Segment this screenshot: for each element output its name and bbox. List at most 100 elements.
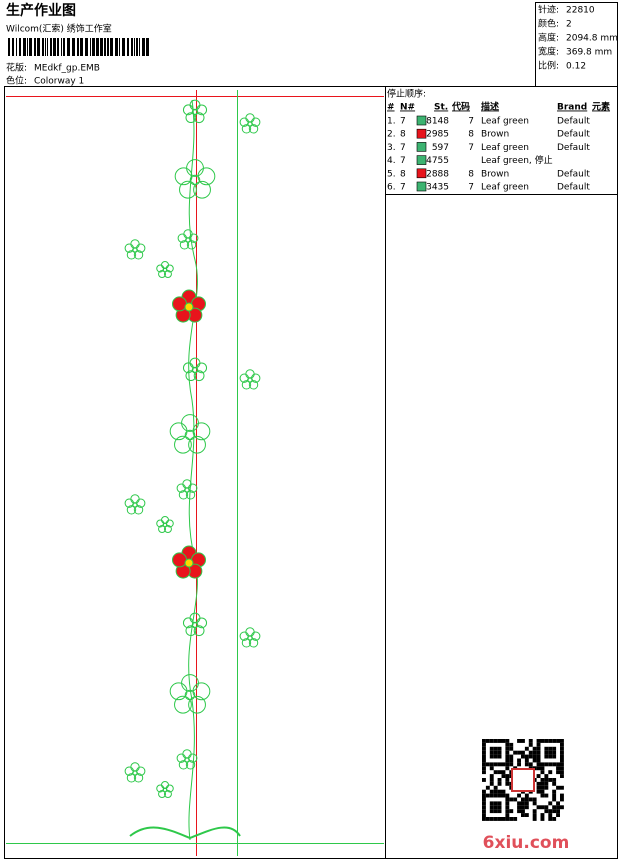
- qr-module: [540, 813, 545, 817]
- qr-module: [536, 781, 541, 786]
- qr-code: [482, 739, 564, 821]
- qr-module: [493, 770, 498, 775]
- petal: [185, 760, 196, 770]
- qr-module: [532, 754, 537, 759]
- color-swatch: [416, 115, 427, 126]
- qr-module: [552, 793, 557, 798]
- petal: [158, 270, 167, 279]
- bar: [92, 38, 95, 56]
- qr-module: [540, 817, 545, 821]
- qr-module: [540, 739, 545, 743]
- center: [162, 787, 168, 793]
- qr-module: [509, 797, 514, 802]
- bar: [134, 38, 135, 56]
- row-stitches: 2888: [426, 169, 449, 179]
- qr-module: [524, 797, 529, 802]
- qr-module: [544, 746, 549, 751]
- title: 生产作业图: [6, 2, 76, 19]
- qr-module: [544, 809, 549, 814]
- qr-module: [509, 817, 514, 821]
- bar: [136, 38, 138, 56]
- qr-module: [489, 793, 494, 798]
- qr-module: [556, 785, 560, 790]
- qr-module: [552, 817, 557, 821]
- qr-module: [482, 797, 486, 802]
- qr-module: [556, 739, 560, 743]
- color-swatch: [416, 181, 427, 192]
- colorway: Colorway 1: [34, 77, 84, 87]
- qr-module: [489, 739, 494, 743]
- row-code: 8: [468, 130, 474, 140]
- bar: [45, 38, 46, 56]
- row-brand: Default: [557, 130, 590, 140]
- info-value: 0.12: [566, 62, 586, 72]
- qr-module: [505, 750, 510, 755]
- qr-module: [536, 789, 541, 794]
- qr-module: [552, 750, 557, 755]
- qr-module: [517, 801, 521, 806]
- bar: [107, 38, 109, 56]
- bar: [50, 38, 52, 56]
- row-description: Leaf green: [481, 117, 529, 127]
- qr-module: [544, 785, 549, 790]
- qr-module: [497, 809, 502, 814]
- qr-module: [482, 809, 486, 814]
- qr-module: [528, 797, 533, 802]
- center: [247, 377, 253, 383]
- column-header: N#: [400, 103, 415, 113]
- center: [191, 366, 199, 374]
- qr-module: [560, 785, 564, 790]
- bar: [34, 38, 36, 56]
- qr-module: [493, 785, 498, 790]
- center: [184, 429, 196, 441]
- qr-module: [544, 762, 549, 767]
- petal: [179, 240, 190, 250]
- bar: [53, 38, 56, 56]
- row-n: 7: [400, 156, 406, 166]
- qr-module: [536, 750, 541, 755]
- qr-module: [524, 801, 529, 806]
- qr-module: [497, 801, 502, 806]
- qr-module: [505, 793, 510, 798]
- qr-module: [489, 817, 494, 821]
- color-swatch: [416, 155, 427, 165]
- qr-module: [556, 809, 560, 814]
- qr-module: [521, 739, 525, 743]
- center: [185, 237, 191, 243]
- qr-module: [489, 789, 494, 794]
- info-label: 比例:: [538, 60, 559, 72]
- qr-module: [536, 739, 541, 743]
- petal: [133, 505, 144, 515]
- center: [184, 757, 190, 763]
- qr-module: [501, 789, 506, 794]
- qr-module: [544, 805, 549, 810]
- qr-module: [548, 778, 553, 782]
- qr-module: [489, 781, 494, 786]
- qr-module: [536, 746, 541, 751]
- design-label: 花版:: [6, 62, 27, 74]
- qr-module: [493, 817, 498, 821]
- qr-module: [517, 750, 521, 755]
- qr-module: [513, 750, 518, 755]
- bar: [42, 38, 44, 56]
- qr-module: [548, 770, 553, 775]
- row-stitches: 3435: [426, 183, 449, 193]
- bar: [96, 38, 99, 56]
- bar: [23, 38, 26, 56]
- qr-module: [536, 758, 541, 763]
- bar: [127, 38, 129, 56]
- qr-module: [532, 758, 537, 763]
- qr-module: [489, 778, 494, 782]
- petal: [188, 695, 206, 714]
- bar: [146, 38, 149, 56]
- qr-module: [540, 785, 545, 790]
- center: [191, 108, 199, 116]
- bar: [8, 38, 10, 56]
- color-swatch: [416, 168, 427, 179]
- qr-module: [505, 809, 510, 814]
- qr-module: [536, 762, 541, 767]
- qr-module: [489, 809, 494, 814]
- qr-module: [509, 746, 514, 751]
- qr-module: [497, 750, 502, 755]
